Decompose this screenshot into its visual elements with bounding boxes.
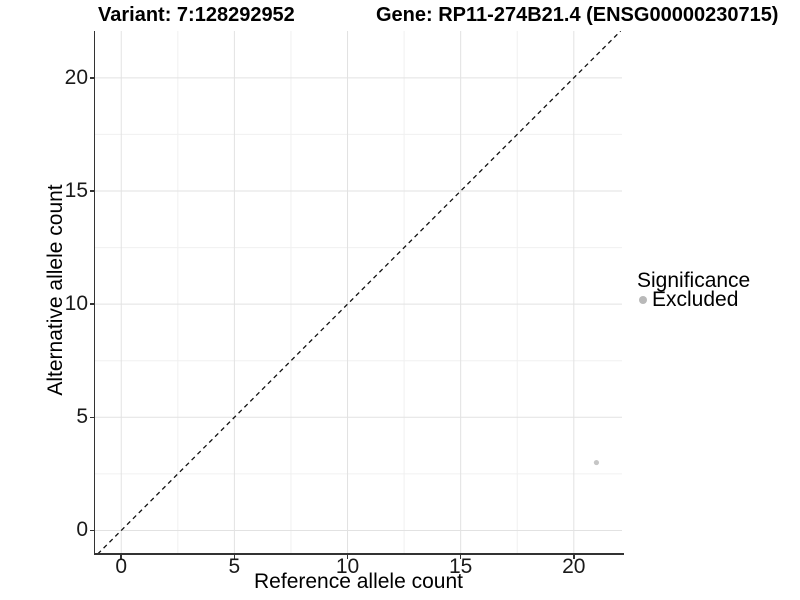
x-tick-label: 0 [115, 555, 128, 578]
legend-key-dot-icon [639, 296, 647, 304]
y-tick-label: 0 [76, 518, 88, 542]
x-tick-label: 5 [228, 555, 241, 578]
y-tick-mark [89, 303, 95, 305]
legend: Significance Excluded [637, 269, 751, 311]
y-axis-line [93, 31, 96, 555]
y-tick-mark [89, 190, 95, 192]
legend-item-label: Excluded [652, 288, 739, 311]
x-axis-title: Reference allele count [254, 570, 463, 593]
legend-title: Significance [637, 269, 751, 292]
x-axis-line [93, 553, 624, 555]
identity-line [97, 30, 622, 555]
x-tick-mark [459, 554, 462, 560]
y-tick-mark [89, 529, 95, 532]
legend-item: Excluded [637, 288, 750, 311]
x-axis-tick-labels: 0 5 10 15 20 [95, 556, 622, 580]
y-tick-label: 5 [76, 405, 88, 429]
y-axis-tick-labels: 0 5 10 15 20 [28, 31, 88, 554]
x-tick-mark [573, 554, 575, 560]
y-axis-ticks [89, 31, 95, 554]
y-tick-label: 10 [64, 292, 88, 316]
x-tick-label: 20 [562, 555, 586, 578]
x-tick-label: 10 [335, 555, 360, 578]
y-tick-label: 15 [64, 179, 88, 202]
x-tick-label: 15 [448, 555, 473, 578]
y-tick-mark [89, 77, 95, 79]
x-tick-mark [120, 554, 122, 560]
y-axis-title: Alternative allele count [44, 184, 67, 396]
plot-panel [95, 30, 622, 555]
plot-canvas [95, 30, 622, 555]
legend-items: Excluded [637, 288, 750, 311]
variant-title: Variant: 7:128292952 [98, 4, 295, 26]
x-tick-mark [346, 554, 349, 560]
y-tick-mark [89, 416, 95, 419]
x-tick-mark [233, 554, 236, 560]
y-tick-label: 20 [64, 65, 88, 89]
gene-title: Gene: RP11-274B21.4 (ENSG00000230715) [376, 4, 779, 26]
data-point [593, 459, 600, 466]
x-axis-ticks [95, 554, 622, 560]
